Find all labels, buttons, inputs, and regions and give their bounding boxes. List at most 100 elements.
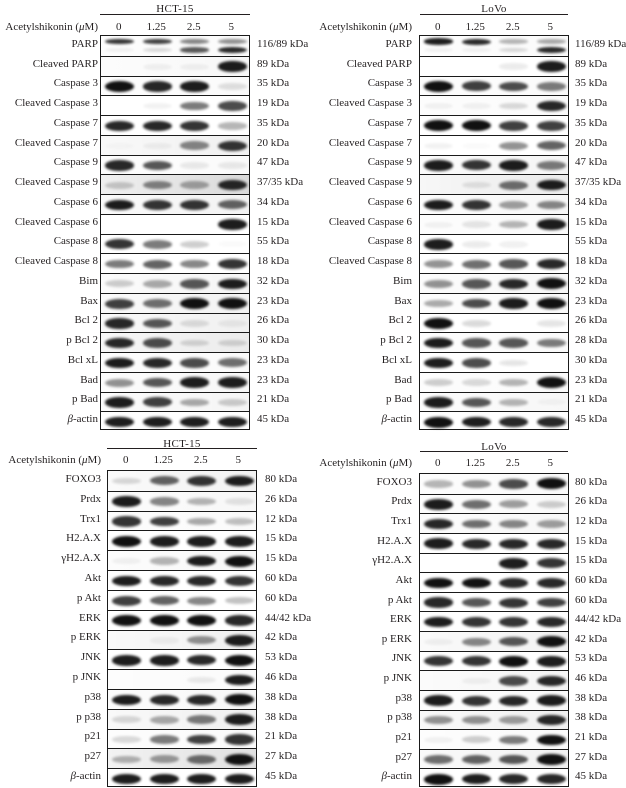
protein-band [536, 298, 566, 310]
protein-band [180, 320, 210, 327]
molecular-weight-label: 89 kDa [575, 57, 608, 70]
protein-band [424, 518, 454, 530]
protein-band [142, 199, 172, 210]
molecular-weight-label: 37/35 kDa [575, 176, 622, 189]
protein-band [149, 476, 179, 486]
molecular-weight-label: 60 kDa [575, 573, 608, 586]
protein-band [461, 416, 491, 428]
protein-label-p-akt: p Akt [76, 591, 101, 604]
protein-label-trx1: Trx1 [80, 512, 101, 525]
blot-row-p-jnk [108, 669, 256, 689]
molecular-weight-label: 89 kDa [257, 57, 290, 70]
molecular-weight-label: 15 kDa [265, 532, 298, 545]
concentration-0: 0 [116, 21, 122, 33]
protein-band [536, 338, 566, 348]
protein-band [142, 81, 172, 92]
blot-row-p-bcl-2 [101, 332, 249, 352]
protein-band [424, 357, 454, 369]
blot-row-cleaved-caspase-3 [420, 95, 568, 115]
background-haze [420, 36, 568, 56]
molecular-weight-label: 27 kDa [265, 750, 298, 763]
protein-label-caspase-7: Caspase 7 [367, 116, 412, 129]
protein-band [224, 475, 254, 487]
protein-band [536, 520, 566, 528]
blot-row-bcl-2 [420, 312, 568, 333]
molecular-weight-label: 116/89 kDa [575, 37, 626, 50]
protein-band [461, 538, 491, 549]
molecular-weight-label: 60 kDa [575, 593, 608, 606]
molecular-weight-label: 53 kDa [575, 652, 608, 665]
protein-band [536, 597, 566, 608]
protein-band [149, 516, 179, 527]
protein-band [424, 538, 454, 549]
background-haze [420, 690, 568, 710]
blot-row-prdx [420, 493, 568, 514]
protein-band [105, 416, 135, 428]
protein-band [461, 160, 491, 171]
protein-band [142, 38, 172, 45]
protein-band [461, 338, 491, 348]
background-haze [101, 36, 249, 56]
cell-line-underline [100, 14, 250, 15]
protein-band [499, 338, 529, 348]
protein-band [536, 617, 566, 628]
molecular-weight-label: 23 kDa [257, 294, 290, 307]
protein-band [536, 141, 566, 151]
protein-band [499, 298, 529, 309]
blot-row-gammah2-a-x [108, 550, 256, 571]
protein-band [149, 497, 179, 506]
molecular-weight-label: 28 kDa [575, 334, 608, 347]
protein-band [424, 299, 454, 308]
protein-band [187, 715, 217, 724]
protein-band [112, 595, 142, 606]
background-haze [420, 274, 568, 293]
blot-row-bim [420, 273, 568, 293]
blot-row-p-erk [108, 629, 256, 650]
protein-band [105, 298, 135, 309]
protein-band [217, 61, 247, 72]
protein-band [499, 120, 529, 131]
molecular-weight-label: 23 kDa [257, 353, 290, 366]
concentration-1-25: 1.25 [465, 457, 485, 469]
cell-line-underline [420, 14, 568, 15]
protein-label-p-bad: p Bad [72, 393, 98, 406]
background-haze [108, 551, 256, 571]
protein-band [499, 278, 529, 290]
protein-band [217, 179, 247, 191]
blot-row-cleaved-caspase-6 [420, 213, 568, 234]
blot-row-gammah2-a-x [420, 552, 568, 573]
protein-band [217, 416, 247, 428]
protein-band [499, 519, 529, 529]
blot-row-parp [420, 36, 568, 56]
molecular-weight-label: 23 kDa [575, 373, 608, 386]
molecular-weight-label: 23 kDa [257, 373, 290, 386]
protein-band [536, 39, 566, 44]
concentration-2-5: 2.5 [193, 454, 208, 466]
protein-band [424, 379, 454, 387]
protein-band [499, 141, 529, 150]
molecular-weight-label: 20 kDa [575, 136, 608, 149]
protein-band [112, 535, 142, 547]
protein-band [180, 199, 210, 210]
protein-band [105, 397, 135, 408]
protein-band [499, 359, 529, 367]
protein-label-bax: Bax [80, 294, 98, 307]
blot-row-foxo3 [108, 471, 256, 491]
protein-band [536, 161, 566, 170]
molecular-weight-label: 15 kDa [265, 552, 298, 565]
protein-band [424, 597, 454, 608]
background-haze [108, 471, 256, 491]
concentration-1-25: 1.25 [465, 21, 485, 33]
cell-line-underline [107, 448, 257, 449]
protein-band [149, 637, 179, 644]
protein-band [180, 162, 210, 169]
protein-band [149, 694, 179, 706]
protein-label-cleaved-caspase-8: Cleaved Caspase 8 [14, 255, 98, 268]
blot-row-beta-actin [101, 411, 249, 431]
protein-band [180, 358, 210, 368]
molecular-weight-label: 42 kDa [265, 631, 298, 644]
protein-label-bax: Bax [394, 294, 412, 307]
protein-band [536, 774, 566, 785]
concentration-1-25: 1.25 [153, 454, 173, 466]
background-haze [101, 155, 249, 175]
